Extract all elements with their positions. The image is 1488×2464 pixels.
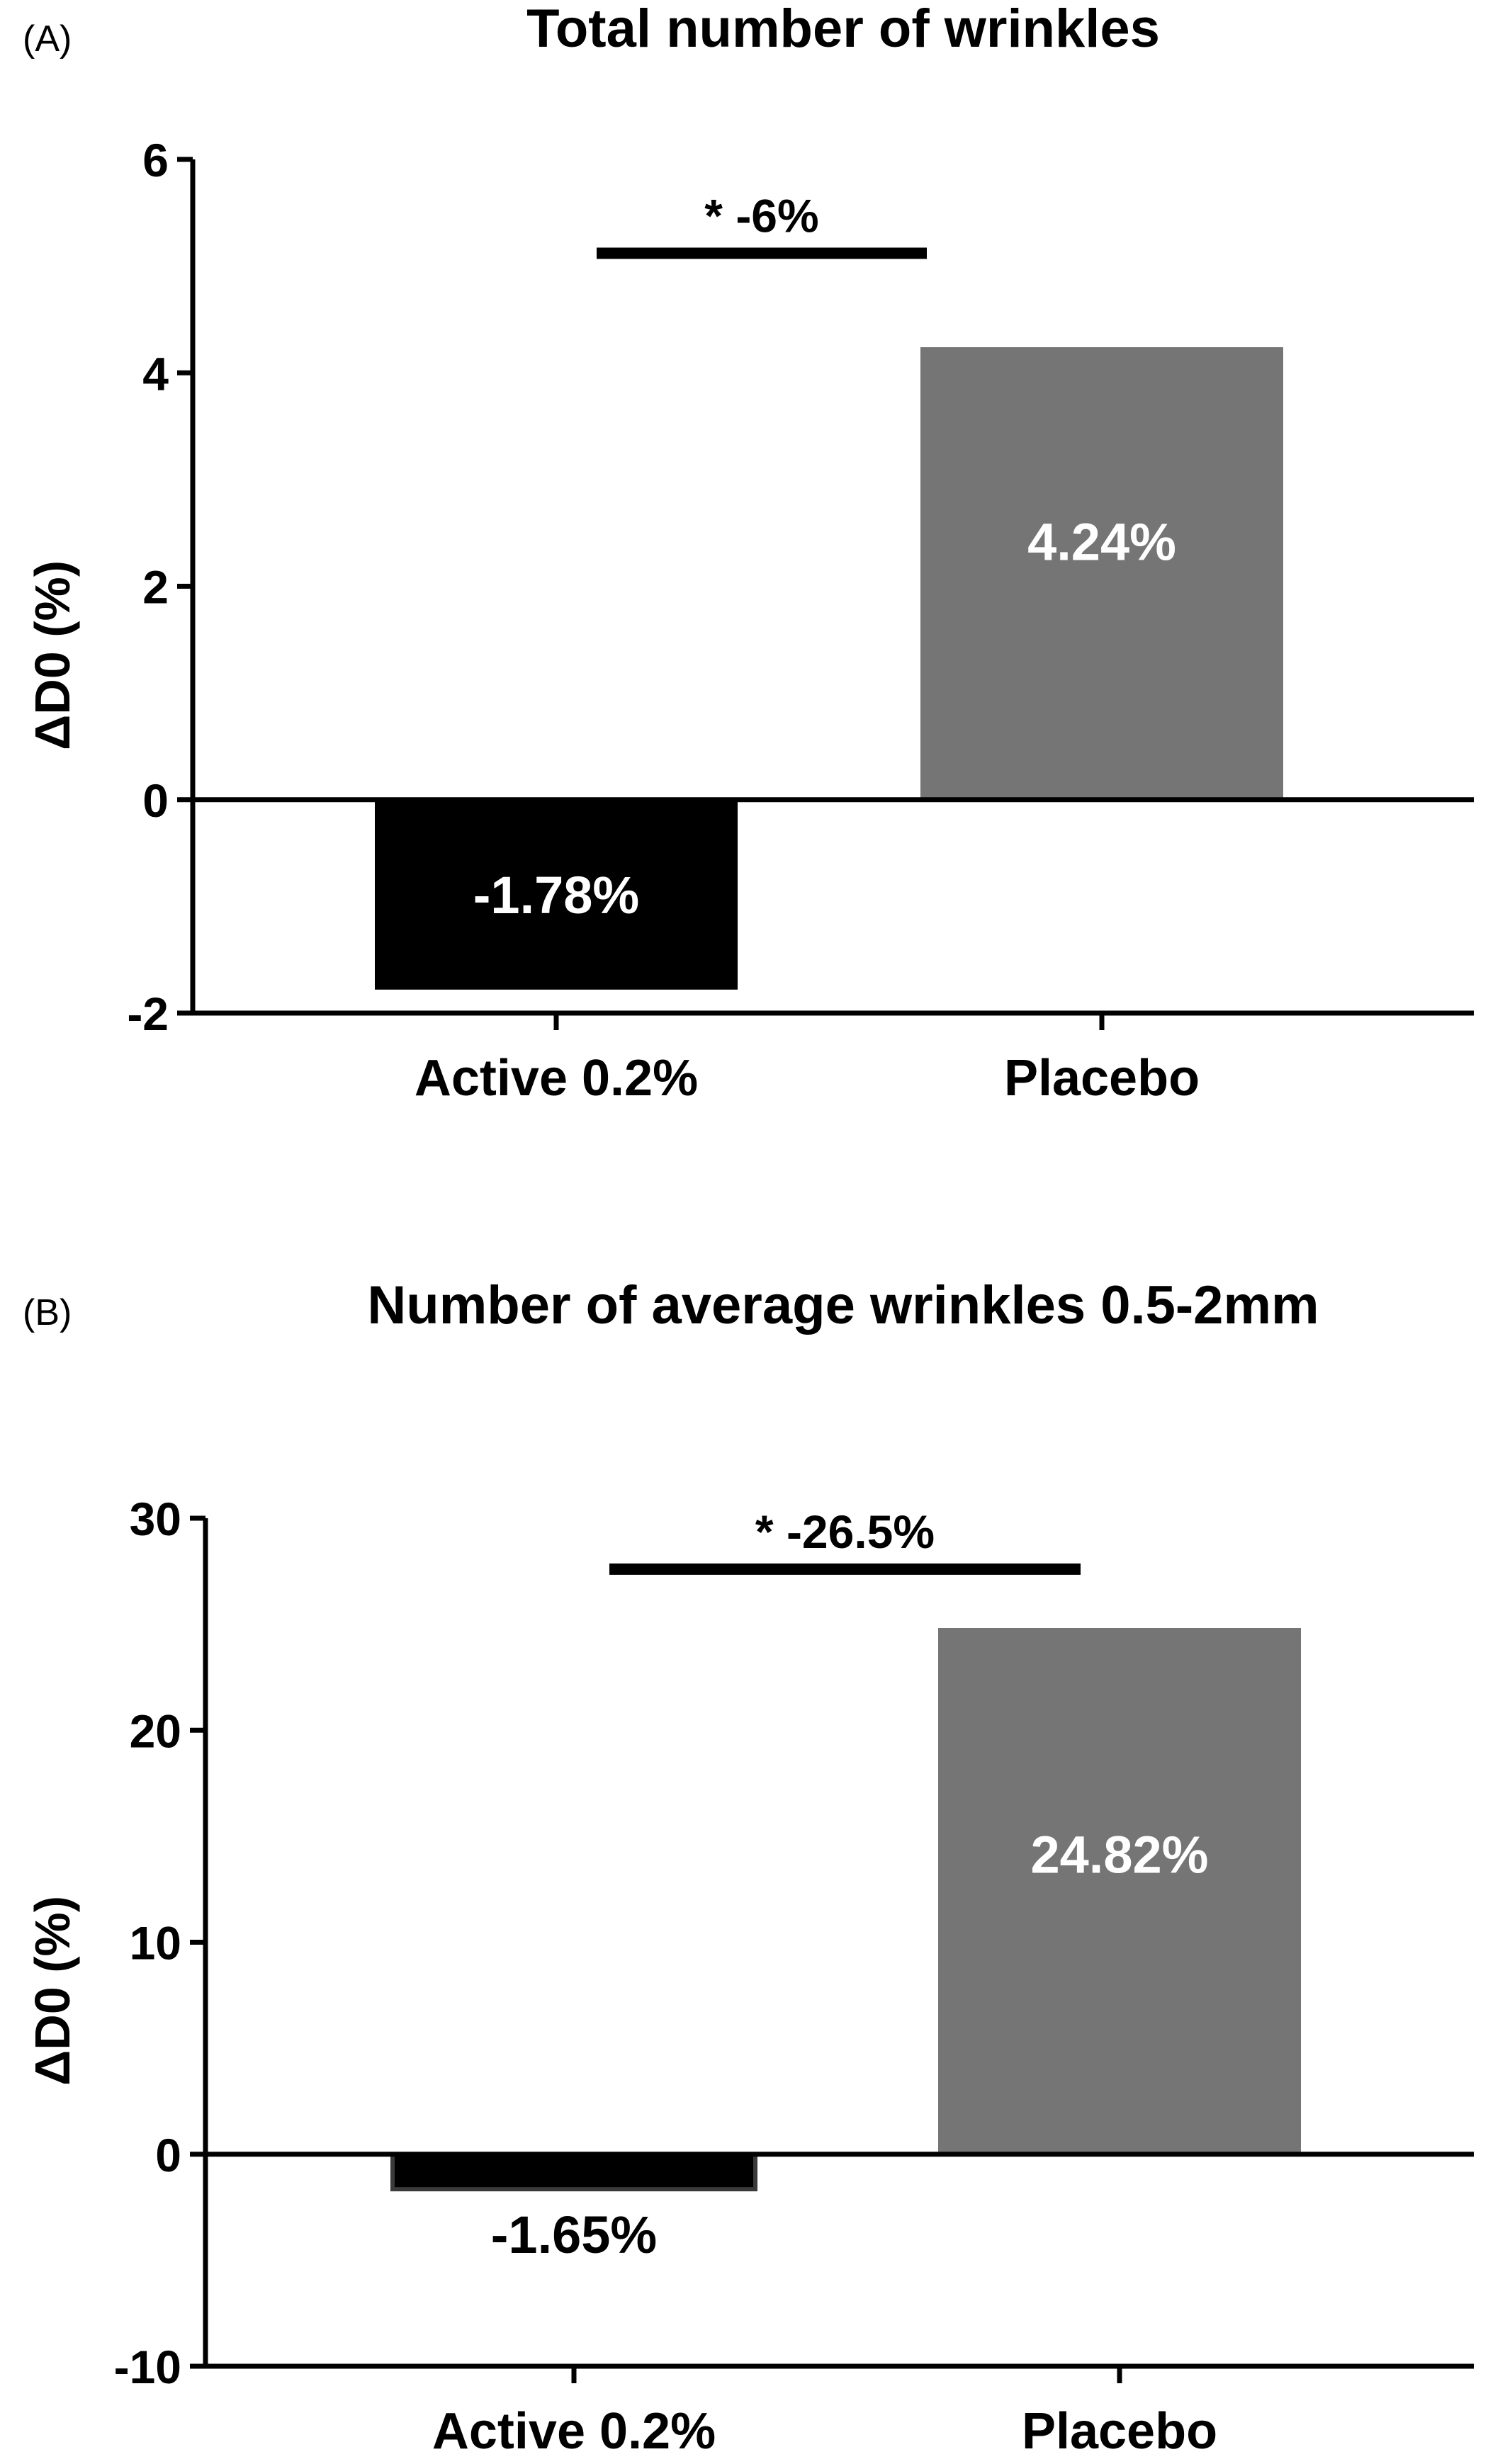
panel-a-y-tick-label: -2 [127,988,169,1040]
panel-b-category-label-active: Active 0.2% [432,2403,716,2460]
panel-b-y-tick-label: 0 [155,2129,181,2181]
panel-a-significance-label: * -6% [704,190,818,242]
panel-b-y-tick-label: -10 [114,2341,181,2393]
panel-a-title: Total number of wrinkles [526,0,1160,59]
panel-b-axes [190,1515,1474,2383]
bar-placebo [920,347,1283,800]
panel-b-data-label-placebo: 24.82% [1031,1825,1209,1884]
bar-placebo [938,1628,1301,2154]
bar-active [375,799,738,990]
panel-a-axes [177,157,1474,1030]
bar-active [390,2152,757,2192]
panel-a-y-tick-label: 0 [142,774,169,827]
panel-a-category-label-active: Active 0.2% [415,1050,698,1107]
chart-panel-a: (A) Total number of wrinkles ΔD0 (%) -2 … [23,0,1474,1107]
panel-b-y-tick-label: 10 [130,1917,181,1969]
panel-b-y-tick-label: 20 [130,1705,181,1757]
chart-panel-b: (B) Number of average wrinkles 0.5-2mm Δ… [23,1275,1474,2460]
panel-a-y-tick-label: 6 [142,134,169,186]
panel-a-bars [375,347,1283,990]
panel-b-bars [390,1628,1301,2192]
panel-b-label: (B) [23,1292,72,1333]
panel-b-significance-label: * -26.5% [755,1505,935,1558]
panel-a-y-tick-label: 4 [142,347,169,400]
panel-b-data-label-active: -1.65% [491,2205,657,2264]
panel-a-data-label-active: -1.78% [473,866,639,925]
panel-b-y-axis-label: ΔD0 (%) [25,1896,80,2086]
panel-a-data-label-placebo: 4.24% [1027,513,1176,572]
panel-b-title: Number of average wrinkles 0.5-2mm [367,1275,1319,1335]
panel-a-category-label-placebo: Placebo [1004,1050,1200,1107]
panel-a-label: (A) [23,18,72,60]
panel-b-y-tick-label: 30 [130,1493,181,1545]
panel-a-y-tick-label: 2 [142,561,169,614]
panel-b-category-label-placebo: Placebo [1022,2403,1217,2460]
panel-a-y-axis-label: ΔD0 (%) [25,560,80,750]
